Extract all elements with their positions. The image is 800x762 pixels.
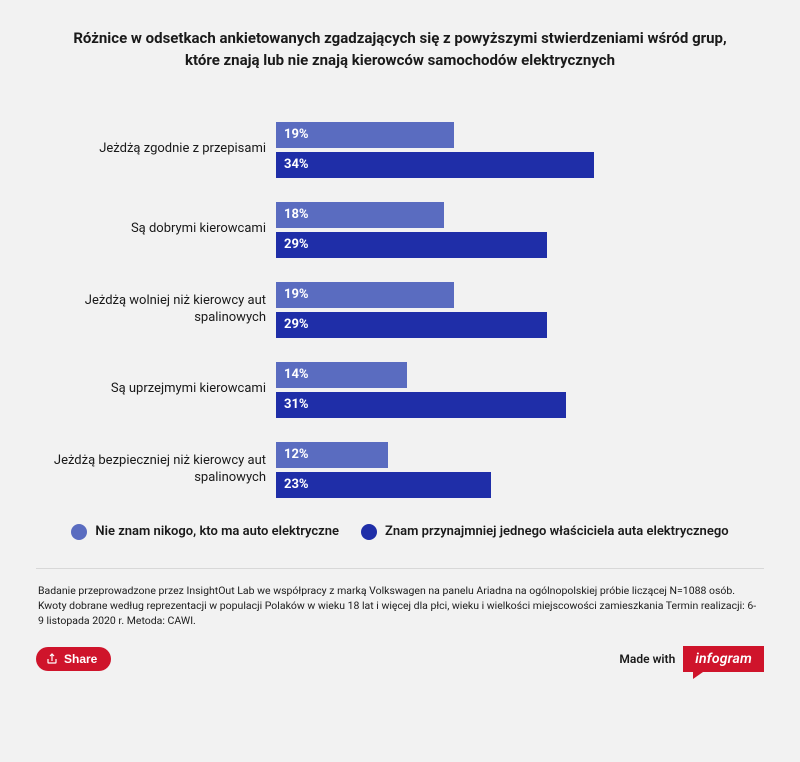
share-button[interactable]: Share xyxy=(36,647,111,671)
bar: 29% xyxy=(276,312,547,338)
bar: 34% xyxy=(276,152,594,178)
bar-chart: Jeżdżą zgodnie z przepisami19%34%Są dobr… xyxy=(36,122,764,498)
share-icon xyxy=(46,653,58,665)
bar-group: 14%31% xyxy=(276,362,744,418)
legend-swatch xyxy=(71,524,87,540)
legend-label: Nie znam nikogo, kto ma auto elektryczne xyxy=(95,524,339,539)
bar: 19% xyxy=(276,122,454,148)
bar: 23% xyxy=(276,472,491,498)
chart-row: Jeżdżą wolniej niż kierowcy aut spalinow… xyxy=(46,282,744,338)
category-label: Są dobrymi kierowcami xyxy=(46,221,276,238)
bar: 19% xyxy=(276,282,454,308)
footer: Share Made with infogram xyxy=(36,646,764,672)
bar-group: 12%23% xyxy=(276,442,744,498)
chart-container: Różnice w odsetkach ankietowanych zgadza… xyxy=(0,0,800,672)
bar: 14% xyxy=(276,362,407,388)
infogram-logo: infogram xyxy=(683,646,764,672)
footnote: Badanie przeprowadzone przez InsightOut … xyxy=(36,583,764,629)
share-label: Share xyxy=(64,652,97,666)
legend-item: Nie znam nikogo, kto ma auto elektryczne xyxy=(71,524,339,540)
legend: Nie znam nikogo, kto ma auto elektryczne… xyxy=(36,524,764,550)
chart-row: Jeżdżą bezpieczniej niż kierowcy aut spa… xyxy=(46,442,744,498)
chart-row: Jeżdżą zgodnie z przepisami19%34% xyxy=(46,122,744,178)
bar: 29% xyxy=(276,232,547,258)
made-with-label: Made with xyxy=(619,652,675,666)
category-label: Jeżdżą bezpieczniej niż kierowcy aut spa… xyxy=(46,453,276,487)
made-with[interactable]: Made with infogram xyxy=(619,646,764,672)
chart-row: Są dobrymi kierowcami18%29% xyxy=(46,202,744,258)
divider xyxy=(36,568,764,569)
bar-group: 19%34% xyxy=(276,122,744,178)
category-label: Jeżdżą wolniej niż kierowcy aut spalinow… xyxy=(46,293,276,327)
bar: 12% xyxy=(276,442,388,468)
bar: 31% xyxy=(276,392,566,418)
legend-label: Znam przynajmniej jednego właściciela au… xyxy=(385,524,729,539)
bar-group: 19%29% xyxy=(276,282,744,338)
bar-group: 18%29% xyxy=(276,202,744,258)
category-label: Są uprzejmymi kierowcami xyxy=(46,381,276,398)
category-label: Jeżdżą zgodnie z przepisami xyxy=(46,141,276,158)
chart-title: Różnice w odsetkach ankietowanych zgadza… xyxy=(36,28,764,82)
chart-row: Są uprzejmymi kierowcami14%31% xyxy=(46,362,744,418)
legend-item: Znam przynajmniej jednego właściciela au… xyxy=(361,524,729,540)
bar: 18% xyxy=(276,202,444,228)
legend-swatch xyxy=(361,524,377,540)
